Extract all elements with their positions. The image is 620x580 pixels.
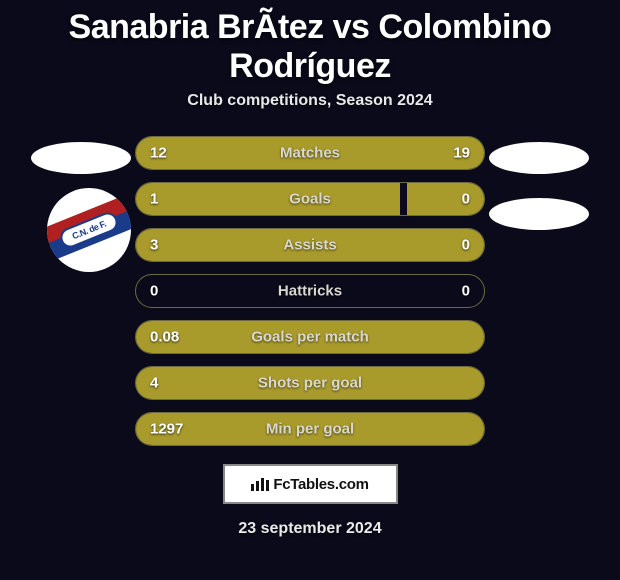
stat-value-p2: 0 [462, 283, 470, 300]
stat-label: Matches [280, 145, 340, 162]
stat-row: 4 Shots per goal [135, 366, 485, 400]
stat-value-p2: 0 [462, 237, 470, 254]
stat-value-p1: 12 [150, 145, 167, 162]
stat-label: Assists [283, 237, 336, 254]
stat-value-p2: 19 [453, 145, 470, 162]
stat-label: Min per goal [266, 421, 354, 438]
brand-box[interactable]: FcTables.com [223, 464, 398, 504]
stat-bar-left [136, 229, 407, 261]
comparison-card: Sanabria BrÃ­tez vs Colombino Rodríguez … [0, 0, 620, 580]
stat-value-p1: 3 [150, 237, 158, 254]
subtitle: Club competitions, Season 2024 [187, 92, 432, 110]
page-title: Sanabria BrÃ­tez vs Colombino Rodríguez [0, 8, 620, 86]
stat-row: 0.08 Goals per match [135, 320, 485, 354]
stats-column: 12 Matches 19 1 Goals 0 3 Assists 0 0 Hattricks 0 0.… [135, 136, 485, 446]
player2-avatar-placeholder [489, 142, 589, 174]
stat-bar-right [407, 229, 484, 261]
stat-label: Goals per match [251, 329, 369, 346]
player1-name: Sanabria BrÃ­tez [69, 8, 324, 46]
brand-text: FcTables.com [273, 476, 368, 493]
stat-row: 0 Hattricks 0 [135, 274, 485, 308]
stat-row: 12 Matches 19 [135, 136, 485, 170]
main-row: C.N. de F. 12 Matches 19 1 Goals 0 3 Assists 0 0 H… [0, 136, 620, 446]
stat-label: Goals [289, 191, 331, 208]
player2-club-badge-placeholder [489, 198, 589, 230]
stat-label: Hattricks [278, 283, 342, 300]
stat-value-p2: 0 [462, 191, 470, 208]
player1-avatar-placeholder [31, 142, 131, 174]
vs-text: vs [324, 8, 379, 46]
stat-value-p1: 4 [150, 375, 158, 392]
stat-row: 1 Goals 0 [135, 182, 485, 216]
stat-row: 1297 Min per goal [135, 412, 485, 446]
stat-value-p1: 0.08 [150, 329, 179, 346]
player1-club-badge: C.N. de F. [47, 188, 131, 272]
stat-value-p1: 0 [150, 283, 158, 300]
date-label: 23 september 2024 [238, 520, 381, 538]
stat-bar-right [407, 183, 484, 215]
right-player-col [485, 136, 600, 230]
stat-value-p1: 1297 [150, 421, 183, 438]
left-player-col: C.N. de F. [20, 136, 135, 272]
brand-icon [251, 477, 269, 491]
stat-bar-left [136, 183, 400, 215]
stat-label: Shots per goal [258, 375, 362, 392]
stat-value-p1: 1 [150, 191, 158, 208]
stat-row: 3 Assists 0 [135, 228, 485, 262]
